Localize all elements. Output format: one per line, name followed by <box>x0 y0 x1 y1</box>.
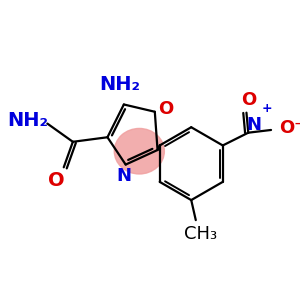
Text: CH₃: CH₃ <box>184 225 217 243</box>
Text: O: O <box>241 91 256 109</box>
Text: O: O <box>158 100 173 118</box>
Text: O⁻: O⁻ <box>279 119 300 137</box>
Text: N: N <box>116 167 131 185</box>
Text: NH₂: NH₂ <box>99 75 140 94</box>
Text: O: O <box>48 171 65 190</box>
Text: NH₂: NH₂ <box>7 111 48 130</box>
Text: N: N <box>246 116 261 134</box>
Text: +: + <box>261 102 272 115</box>
Ellipse shape <box>114 128 164 174</box>
